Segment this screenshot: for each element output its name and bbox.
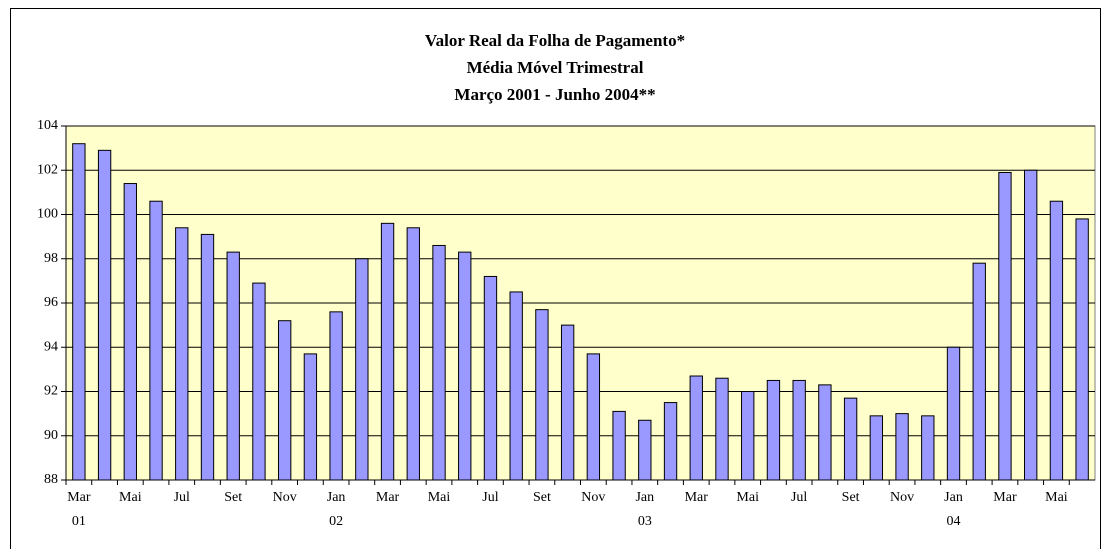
bar <box>1024 169 1038 481</box>
bar <box>921 415 935 481</box>
y-tick-label: 88 <box>44 472 58 487</box>
bar <box>72 143 86 481</box>
x-tick-label: Mar <box>685 490 709 505</box>
bar <box>535 309 549 481</box>
x-tick-label: Mar <box>67 490 91 505</box>
x-tick-label: Jul <box>791 490 807 505</box>
x-tick-label: Mar <box>993 490 1017 505</box>
y-tick-label: 102 <box>37 162 58 177</box>
bar <box>277 320 292 481</box>
bar <box>638 419 652 481</box>
x-tick-label: Mar <box>376 490 400 505</box>
bar <box>355 258 369 481</box>
y-tick-label: 104 <box>37 118 58 133</box>
bar <box>715 377 729 481</box>
x-tick-label: Mai <box>428 490 451 505</box>
bar <box>689 375 703 481</box>
x-tick-label: Mai <box>736 490 759 505</box>
bar <box>766 379 781 481</box>
chart-period: Março 2001 - Junho 2004** <box>454 85 655 104</box>
bar <box>509 291 523 481</box>
bar <box>843 397 858 481</box>
x-tick-label: Jan <box>944 490 963 505</box>
y-tick-label: 100 <box>37 207 58 222</box>
bar <box>663 402 678 481</box>
bar <box>149 200 163 481</box>
y-tick-label: 98 <box>44 251 58 266</box>
y-tick-label: 94 <box>44 339 58 354</box>
bar <box>895 413 909 481</box>
bar <box>1049 200 1064 481</box>
bar <box>200 233 215 481</box>
bar <box>741 391 755 481</box>
x-group-label: 01 <box>72 514 86 529</box>
bar <box>946 346 961 481</box>
bar <box>406 227 420 481</box>
bar <box>1075 218 1089 481</box>
x-group-label: 02 <box>329 514 343 529</box>
bar <box>175 227 189 481</box>
bar <box>972 262 986 481</box>
bar <box>458 251 472 481</box>
bar <box>380 222 395 481</box>
bar <box>612 410 626 481</box>
bar <box>303 353 318 481</box>
bar <box>869 415 884 481</box>
bar <box>483 275 498 481</box>
bar <box>123 183 137 481</box>
x-group-label: 04 <box>947 514 961 529</box>
x-group-label: 03 <box>638 514 652 529</box>
x-tick-label: Set <box>224 490 242 505</box>
x-tick-label: Jan <box>635 490 654 505</box>
x-tick-label: Jan <box>327 490 346 505</box>
x-tick-label: Set <box>533 490 551 505</box>
chart-subtitle: Média Móvel Trimestral <box>467 58 644 77</box>
x-tick-label: Nov <box>581 490 605 505</box>
bar <box>252 282 266 481</box>
x-tick-label: Set <box>842 490 860 505</box>
y-tick-label: 96 <box>44 295 58 310</box>
chart-title: Valor Real da Folha de Pagamento* <box>425 31 685 50</box>
y-tick-label: 92 <box>44 384 58 399</box>
bar <box>560 324 575 481</box>
bar <box>97 149 112 481</box>
x-tick-label: Jul <box>482 490 498 505</box>
x-tick-label: Jul <box>174 490 190 505</box>
bar <box>792 379 806 481</box>
bar <box>998 171 1012 481</box>
bar <box>818 384 832 481</box>
bar <box>329 311 343 481</box>
x-tick-label: Mai <box>1045 490 1068 505</box>
x-tick-label: Nov <box>890 490 914 505</box>
y-tick-label: 90 <box>44 428 58 443</box>
x-tick-label: Nov <box>273 490 297 505</box>
x-tick-label: Mai <box>119 490 142 505</box>
bar <box>226 251 240 481</box>
bar <box>586 353 601 481</box>
bar <box>432 244 446 481</box>
